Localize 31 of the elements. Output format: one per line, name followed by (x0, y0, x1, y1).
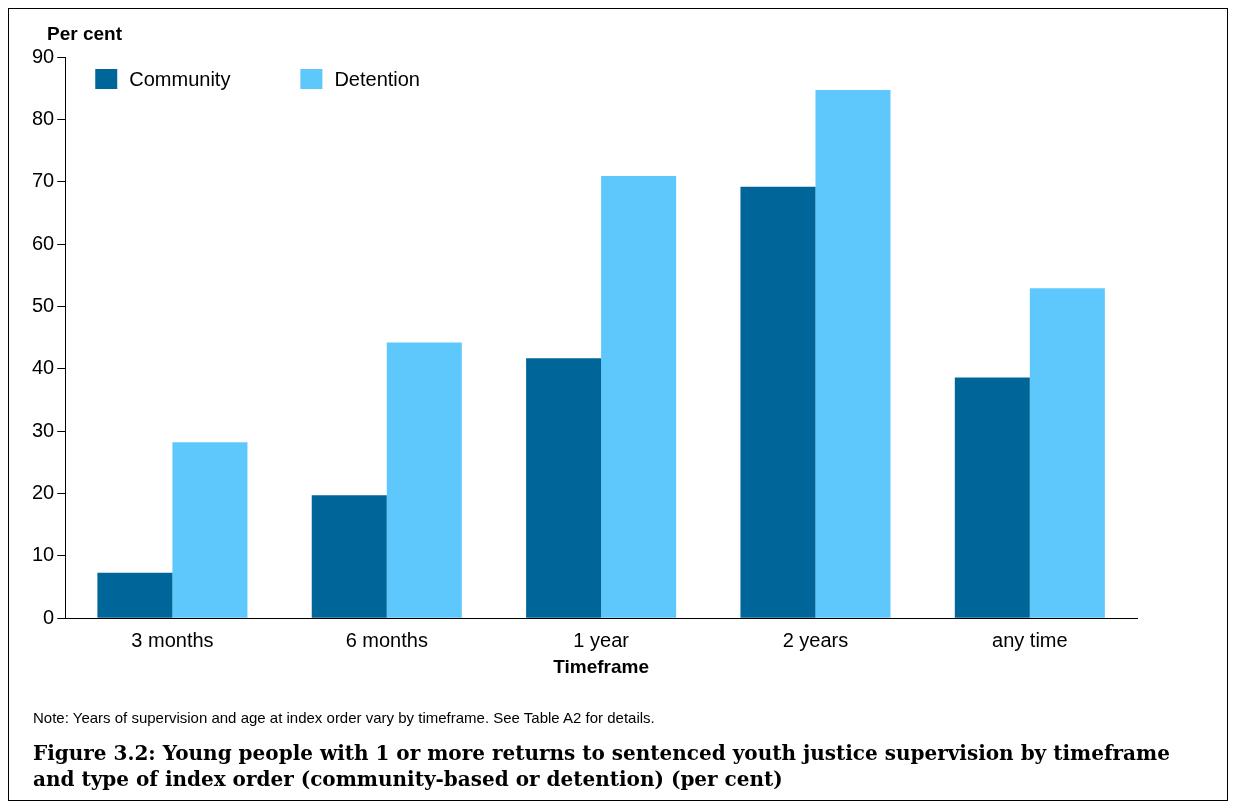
x-axis-title: Timeframe (553, 655, 650, 677)
legend-label: Detention (334, 67, 420, 90)
y-tick-label: 10 (32, 543, 55, 566)
bar (172, 442, 248, 618)
bar (1029, 288, 1105, 618)
y-tick-label: 70 (32, 169, 55, 192)
bar (601, 176, 677, 618)
x-tick-label: any time (992, 628, 1068, 651)
x-tick-label: 6 months (345, 628, 428, 651)
bar (815, 90, 891, 618)
y-tick-label: 90 (32, 44, 55, 67)
y-tick-label: 30 (32, 418, 55, 441)
y-tick-label: 50 (32, 293, 55, 316)
y-tick-label: 20 (32, 481, 55, 503)
y-tick-label: 0 (43, 605, 55, 628)
legend-label: Community (129, 67, 231, 90)
x-tick-label: 2 years (782, 628, 849, 651)
y-tick-label: 80 (32, 106, 55, 129)
y-tick-label: 60 (32, 231, 55, 254)
bar (954, 377, 1030, 618)
bar (386, 342, 462, 618)
x-tick-label: 1 year (573, 628, 630, 651)
x-tick-label: 3 months (131, 628, 214, 651)
bar (740, 186, 816, 618)
text: Figure 3.2: Young people with 1 or more returns to sentenced youth justice supervision by timeframe and type of index order (community-based or detention) (per cent) (32, 740, 1171, 793)
text: Note: Years of supervision and age at index order vary by timeframe. See Table A2 for details. (32, 708, 656, 726)
bar (526, 358, 602, 618)
y-tick-label: 40 (32, 356, 55, 379)
bar (97, 572, 173, 618)
y-axis-title: Per cent (47, 22, 123, 44)
bar (311, 495, 387, 618)
